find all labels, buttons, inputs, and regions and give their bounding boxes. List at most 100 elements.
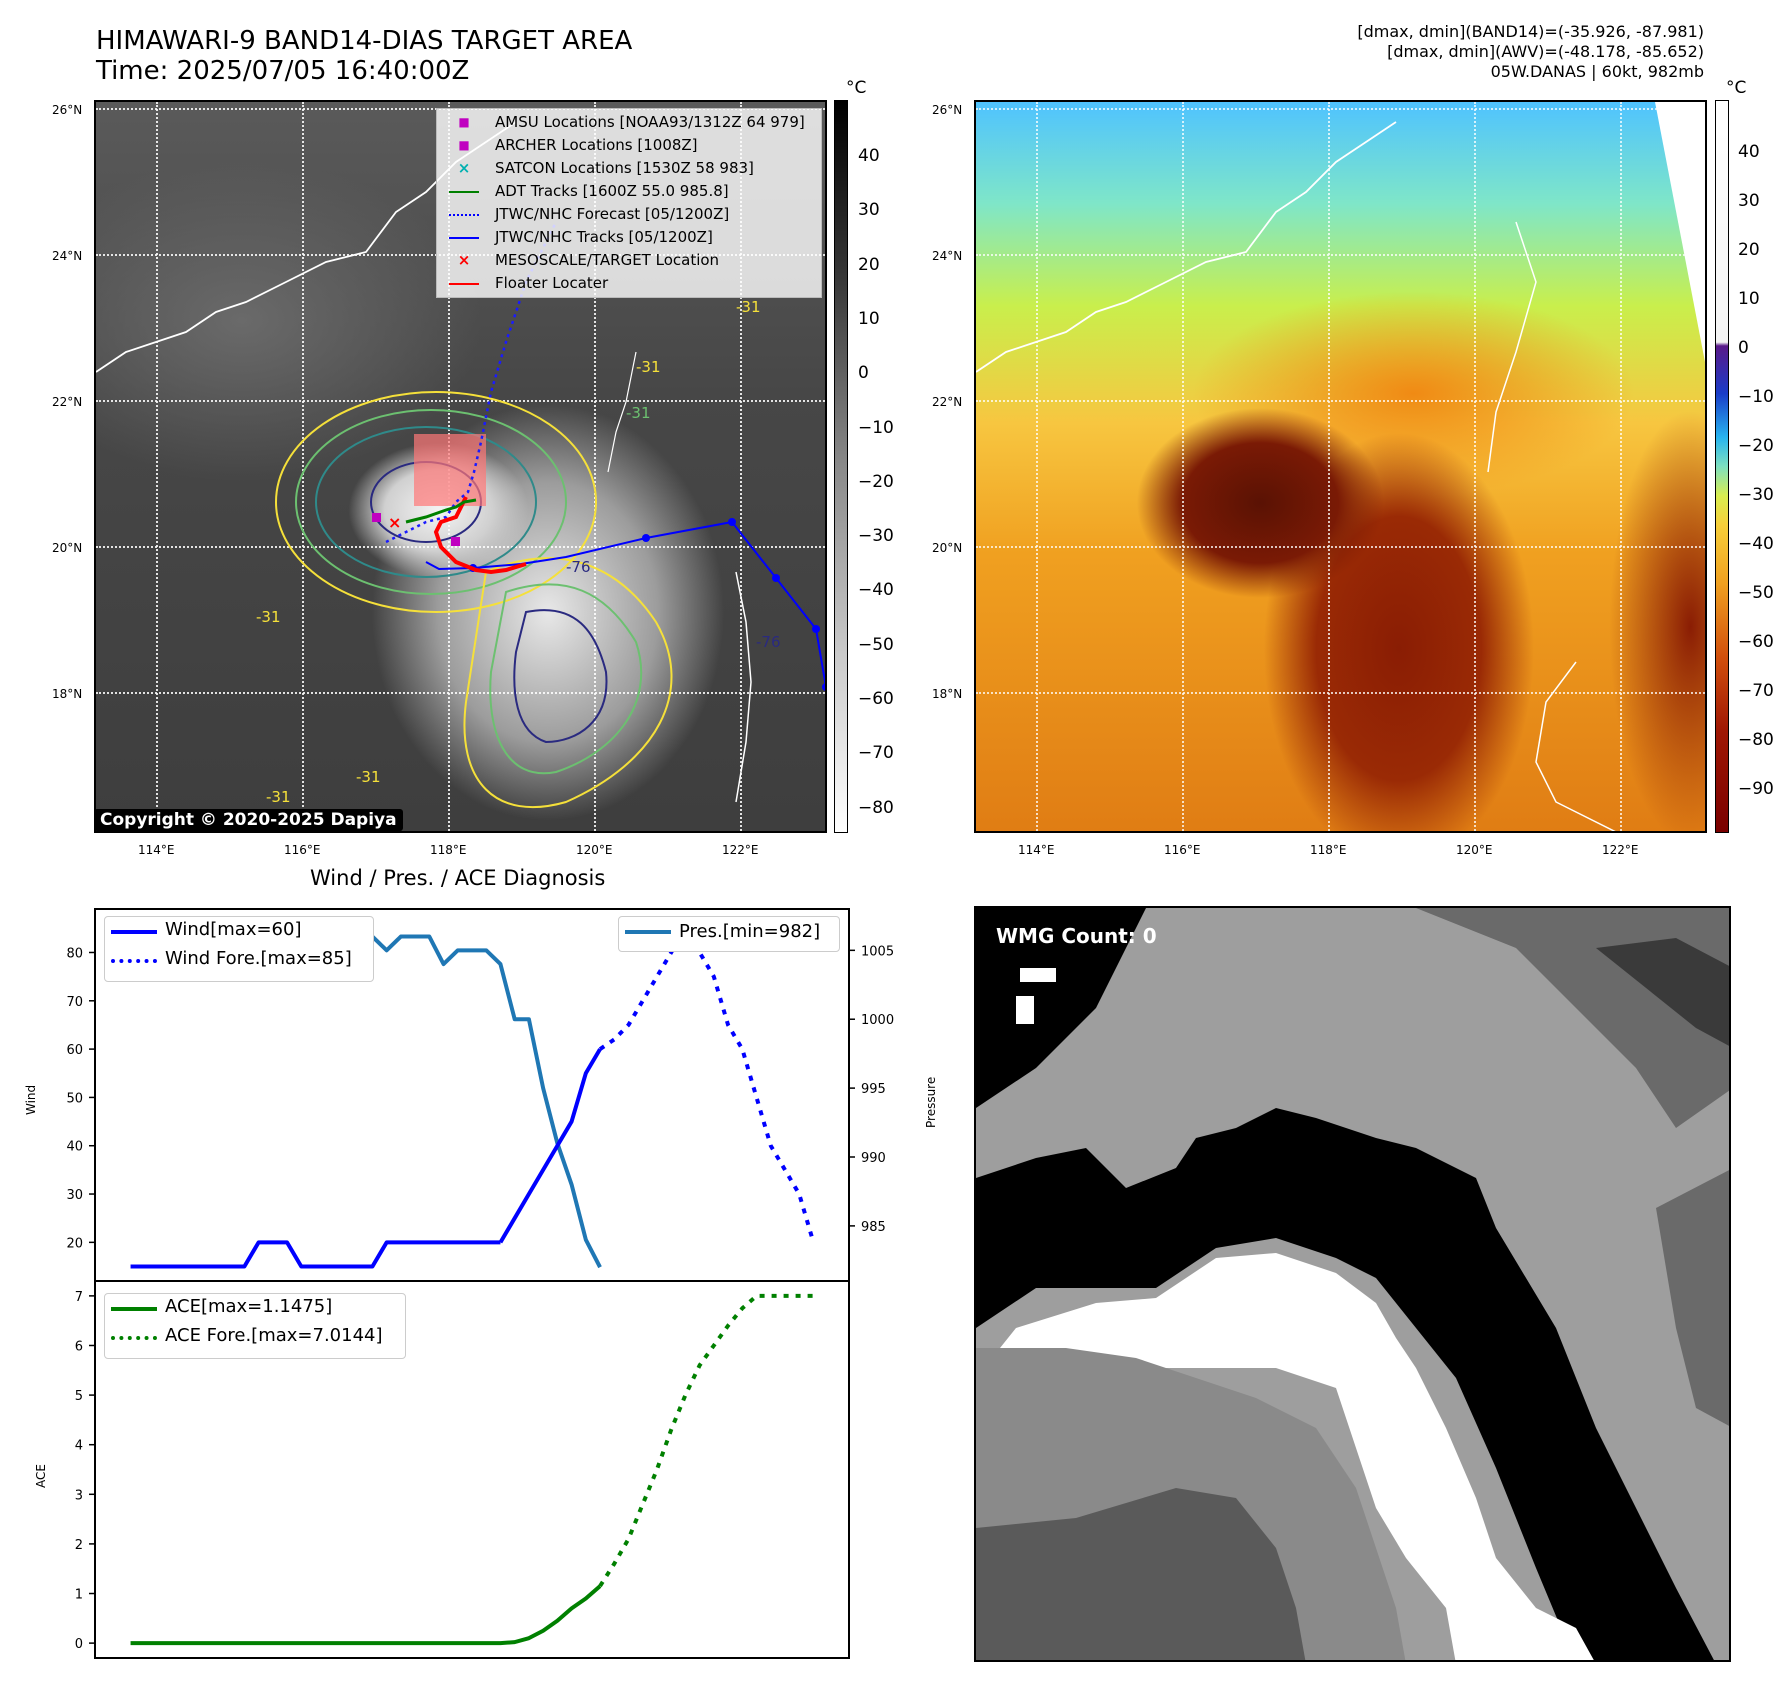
bd-colorbar-tick: −80 <box>1738 730 1774 750</box>
storm-info: [dmax, dmin](BAND14)=(-35.926, -87.981) … <box>1357 22 1704 82</box>
bd-enhanced-map <box>974 100 1707 833</box>
ir-lon-114: 114°E <box>138 843 175 857</box>
bd-colorbar-tick: 20 <box>1738 240 1760 260</box>
contour-yellow <box>275 391 597 613</box>
floater-track <box>433 496 527 575</box>
contour-label-1: -31 <box>256 608 281 626</box>
contour-teal <box>315 426 537 578</box>
legend-satcon: SATCON Locations [1530Z 58 983] <box>495 159 754 177</box>
bd-coastline-taiwan <box>1487 221 1537 473</box>
ir-lon-116: 116°E <box>284 843 321 857</box>
bd-lon-114: 114°E <box>1018 843 1055 857</box>
best-track <box>425 520 825 688</box>
contour-label-4: -31 <box>626 404 651 422</box>
ace-line <box>130 1584 602 1646</box>
ir-lat-18: 18°N <box>52 687 83 701</box>
wind-axis-label: Wind <box>24 1084 38 1115</box>
bd-colorbar-tick: −90 <box>1738 779 1774 799</box>
forecast-legend-icon <box>447 203 481 225</box>
wmg-image <box>976 908 1729 1660</box>
ace-fore-legend-label: ACE Fore.[max=7.0144] <box>165 1325 383 1346</box>
floater-box <box>414 434 486 506</box>
floater-legend-icon <box>447 272 481 294</box>
target-legend-icon: × <box>457 251 471 269</box>
wind-ytick-label: 20 <box>66 1236 83 1251</box>
ir-lon-120: 120°E <box>576 843 613 857</box>
title-line-1: HIMAWARI-9 BAND14-DIAS TARGET AREA <box>96 26 633 56</box>
legend-adt: ADT Tracks [1600Z 55.0 985.8] <box>495 182 729 200</box>
ace-legend-label: ACE[max=1.1475] <box>165 1296 333 1317</box>
bd-colorbar-tick: −60 <box>1738 632 1774 652</box>
bd-lat-18: 18°N <box>932 687 963 701</box>
ace-legend: ACE[max=1.1475] ACE Fore.[max=7.0144] <box>104 1293 406 1359</box>
bd-lon-120: 120°E <box>1456 843 1493 857</box>
legend-archer: ARCHER Locations [1008Z] <box>495 136 698 154</box>
bd-overlay <box>976 121 1616 831</box>
legend-target: MESOSCALE/TARGET Location <box>495 251 720 269</box>
bd-colorbar-tick: 10 <box>1738 289 1760 309</box>
wmg-count-label: WMG Count: 0 <box>996 924 1157 948</box>
wmg-black-nw <box>976 908 1146 1108</box>
pres-ytick-label: 990 <box>861 1151 886 1166</box>
info-line-3: 05W.DANAS | 60kt, 982mb <box>1490 62 1704 81</box>
wmg-panel: WMG Count: 0 <box>974 906 1731 1662</box>
info-line-1: [dmax, dmin](BAND14)=(-35.926, -87.981) <box>1357 22 1704 41</box>
ir-colorbar <box>834 100 848 833</box>
ir-colorbar-tick: −70 <box>858 743 894 764</box>
ace-ytick-label: 1 <box>75 1588 83 1603</box>
bd-lat-20: 20°N <box>932 541 963 555</box>
contour-yellow-south <box>463 557 673 808</box>
bd-colorbar <box>1715 100 1729 833</box>
forecast-track <box>385 221 558 544</box>
pres-legend-line <box>625 930 671 934</box>
ir-colorbar-tick: 0 <box>858 363 869 384</box>
wind-legend: Wind[max=60] Wind Fore.[max=85] <box>104 916 374 982</box>
ir-colorbar-tick: 40 <box>858 146 880 166</box>
contour-label-3: -31 <box>636 358 661 376</box>
wind-ytick-label: 60 <box>66 1043 83 1058</box>
ace-ytick-label: 6 <box>75 1339 83 1354</box>
info-line-2: [dmax, dmin](AWV)=(-48.178, -85.652) <box>1387 42 1704 61</box>
ace-ytick-label: 0 <box>75 1637 83 1652</box>
wind-forecast-line <box>598 926 816 1243</box>
legend-amsu: AMSU Locations [NOAA93/1312Z 64 979] <box>495 113 805 131</box>
pres-legend-label: Pres.[min=982] <box>679 921 821 942</box>
contour-label-7: -76 <box>566 558 591 576</box>
ace-ytick-label: 3 <box>75 1488 83 1503</box>
wind-ytick-label: 70 <box>66 995 83 1010</box>
target-marker: × <box>388 513 401 532</box>
ir-colorbar-tick: −30 <box>858 526 894 547</box>
main-title: HIMAWARI-9 BAND14-DIAS TARGET AREA Time:… <box>96 26 632 86</box>
best-track-points <box>469 518 825 691</box>
bd-colorbar-tick: −30 <box>1738 485 1774 505</box>
contour-label-2: -31 <box>736 298 761 316</box>
bd-colorbar-tick: 0 <box>1738 338 1749 358</box>
ir-lat-22: 22°N <box>52 395 83 409</box>
pres-ytick-label: 995 <box>861 1082 886 1097</box>
bd-colorbar-tick: −70 <box>1738 681 1774 701</box>
wind-legend-line <box>111 930 157 934</box>
wind-ytick-label: 40 <box>66 1140 83 1155</box>
pres-ytick-label: 1000 <box>861 1013 894 1028</box>
bd-lon-122: 122°E <box>1602 843 1639 857</box>
pressure-legend: Pres.[min=982] <box>618 916 840 952</box>
contour-label-5: -31 <box>266 788 291 806</box>
contour-navy-south <box>513 609 608 744</box>
ir-colorbar-tick: 10 <box>858 308 880 329</box>
contour-green-south <box>489 583 643 775</box>
contour-label-8: -76 <box>756 633 781 651</box>
ir-lat-26: 26°N <box>52 103 83 117</box>
contour-label-6: -31 <box>356 768 381 786</box>
ace-axis-label: ACE <box>34 1464 48 1488</box>
wmg-white-speck-1 <box>1020 968 1056 982</box>
diagnosis-title: Wind / Pres. / ACE Diagnosis <box>310 866 606 890</box>
wind-line-recent <box>498 1048 602 1244</box>
ace-ytick-label: 2 <box>75 1538 83 1553</box>
copyright-badge: Copyright © 2020-2025 Dapiya <box>94 809 403 831</box>
bd-colorbar-tick: 30 <box>1738 191 1760 211</box>
ir-lon-118: 118°E <box>430 843 467 857</box>
ir-colorbar-tick: −20 <box>858 471 894 492</box>
ace-axes <box>94 1280 850 1659</box>
wmg-black-band <box>976 1108 1714 1660</box>
bd-coastline <box>976 121 1397 373</box>
